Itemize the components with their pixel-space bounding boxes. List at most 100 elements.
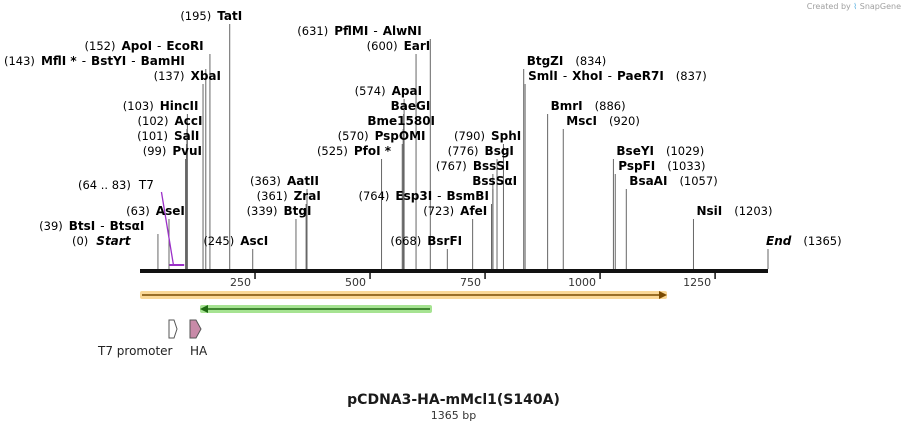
enzyme-name: SalI [174,129,199,143]
primer-label: (64 .. 83) T7 [78,178,154,192]
enzyme-name: BtsαI [110,219,145,233]
site-position: (63) [126,204,150,218]
orf-arrow-head [659,291,667,299]
enzyme-site-label: (143) MflI * - BstYI - BamHI [4,54,185,68]
enzyme-site-label: (99) PvuI [143,144,202,158]
site-position: (886) [595,99,626,113]
enzyme-site-label: NsiI (1203) [696,204,772,218]
separator: - [373,24,377,38]
site-position: (102) [138,114,169,128]
site-position: (1057) [679,174,717,188]
site-position: (631) [297,24,328,38]
separator: - [608,69,612,83]
enzyme-site-label: (102) AccI [138,114,203,128]
separator: - [157,39,161,53]
enzyme-site-label: (361) ZraI [257,189,321,203]
enzyme-name: BtgI [284,204,312,218]
promoter-arrow [168,319,178,339]
enzyme-site-label: (363) AatII [250,174,319,188]
enzyme-name: SphI [491,129,521,143]
enzyme-name: BaeGI [391,99,431,113]
site-position: (363) [250,174,281,188]
axis-tick-label: 250 [230,276,251,289]
enzyme-name: Bme1580I [367,114,435,128]
enzyme-name: BsrFI [427,234,462,248]
enzyme-name: TatI [217,9,242,23]
separator: - [82,54,86,68]
site-position: (600) [367,39,398,53]
site-position: (1033) [667,159,705,173]
enzyme-site-label: (339) BtgI [247,204,312,218]
enzyme-name: AatII [287,174,319,188]
enzyme-lines [157,24,769,269]
enzyme-name: BsmBI [447,189,489,203]
start-position: (0) [72,234,88,248]
primer-position: (64 .. 83) [78,178,131,192]
enzyme-name: ApoI [121,39,152,53]
enzyme-site-label: (39) BtsI - BtsαI [39,219,144,233]
primer-name: T7 [138,178,154,192]
enzyme-site-label: BseYI (1029) [616,144,704,158]
site-position: (152) [85,39,116,53]
site-position: (570) [338,129,369,143]
site-position: (99) [143,144,167,158]
enzyme-name: BsgI [485,144,514,158]
enzyme-site-label: (103) HincII [123,99,199,113]
enzyme-site-label: (764) Esp3I - BsmBI [358,189,488,203]
enzyme-name: HincII [160,99,199,113]
start-name: Start [96,234,131,248]
site-position: (723) [423,204,454,218]
axis-tick-label: 1250 [683,276,711,289]
site-position: (195) [180,9,211,23]
site-position: (837) [676,69,707,83]
enzyme-site-label: (790) SphI [454,129,521,143]
enzyme-name: BssSI [473,159,510,173]
separator: - [563,69,567,83]
enzyme-name: ZraI [294,189,321,203]
site-position: (143) [4,54,35,68]
enzyme-name: BtsI [69,219,96,233]
enzyme-site-label: (776) BsgI [448,144,514,158]
plasmid-name: pCDNA3-HA-mMcl1(S140A) [347,392,560,408]
separator: - [100,219,104,233]
enzyme-name: AseI [156,204,185,218]
enzyme-name: AfeI [460,204,487,218]
end-position: (1365) [803,234,841,248]
enzyme-name: BstYI [91,54,126,68]
enzyme-site-label: PspFI (1033) [618,159,705,173]
enzyme-name: BamHI [141,54,185,68]
ha-tag-arrow [189,319,202,339]
feature-bars: T7 promoter HA [97,291,667,358]
site-position: (574) [355,84,386,98]
credit-text: Created by [806,2,851,11]
enzyme-site-label: (63) AseI [126,204,185,218]
end-name: End [766,234,792,248]
enzyme-name: BseYI [616,144,654,158]
site-position: (790) [454,129,485,143]
enzyme-site-label: MscI (920) [566,114,640,128]
enzyme-name: Esp3I [395,189,432,203]
enzyme-name: AlwNI [383,24,422,38]
site-position: (137) [154,69,185,83]
primer-line [160,191,175,266]
enzyme-site-label: (152) ApoI - EcoRI [85,39,204,53]
enzyme-site-label: (570) PspOMI [338,129,426,143]
enzyme-name: ApaI [392,84,422,98]
enzyme-name: PaeR7I [617,69,664,83]
enzyme-site-label: BssSαI [472,174,517,188]
enzyme-site-label: (101) SalI [137,129,199,143]
enzyme-name: BtgZI [527,54,564,68]
enzyme-name: AccI [174,114,202,128]
axis-tick-label: 1000 [568,276,596,289]
enzyme-site-label: BmrI (886) [551,99,626,113]
sequence-axis: 250 500 750 1000 1250 [140,269,768,289]
enzyme-name: EarI [404,39,431,53]
feature-label-promoter: T7 promoter [97,344,173,358]
enzyme-name: NsiI [696,204,722,218]
enzyme-name: BssSαI [472,174,517,188]
separator: - [131,54,135,68]
axis-tick-label: 750 [460,276,481,289]
end-label: End (1365) [766,234,842,248]
credit: Created by ⌇ SnapGene [807,2,901,11]
